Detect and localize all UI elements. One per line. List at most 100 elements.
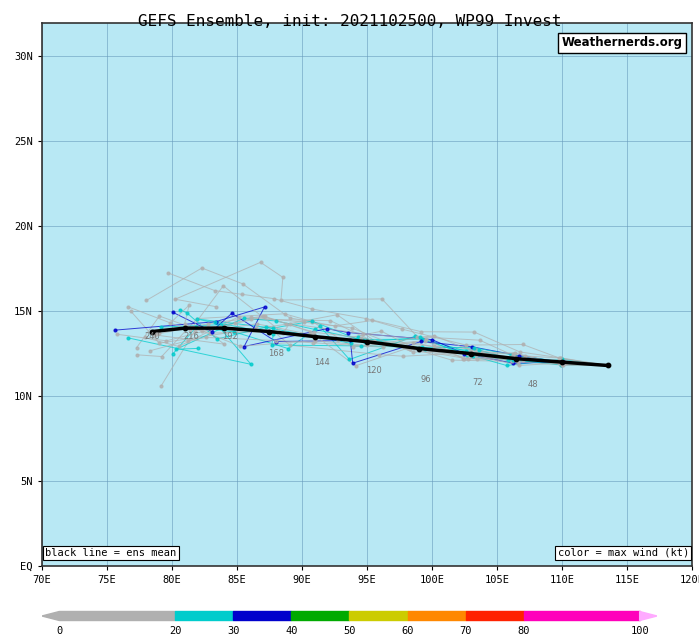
Point — [196, 263, 208, 273]
Point — [468, 327, 480, 337]
Bar — [59, 611, 175, 620]
Point — [251, 323, 262, 334]
Point — [212, 334, 223, 344]
Text: 192: 192 — [222, 332, 238, 341]
Point — [419, 344, 431, 354]
Point — [367, 315, 378, 325]
Point — [377, 342, 388, 352]
Point — [417, 342, 428, 352]
Point — [309, 336, 320, 346]
Point — [511, 354, 522, 364]
Text: 96: 96 — [420, 375, 431, 384]
Point — [156, 322, 167, 332]
Point — [602, 360, 613, 370]
Point — [215, 322, 226, 332]
Point — [123, 333, 134, 343]
Point — [602, 360, 613, 370]
Point — [428, 331, 440, 341]
Point — [237, 278, 248, 289]
Point — [421, 334, 432, 345]
Bar — [233, 611, 291, 620]
Point — [376, 326, 387, 336]
Point — [602, 360, 613, 370]
Point — [602, 360, 613, 370]
Point — [510, 353, 521, 363]
Point — [268, 329, 279, 339]
Point — [408, 343, 419, 353]
Point — [602, 360, 613, 370]
Point — [602, 360, 613, 370]
Point — [416, 327, 427, 337]
Point — [361, 340, 373, 350]
Point — [555, 360, 566, 370]
Bar — [291, 611, 350, 620]
Point — [209, 285, 220, 296]
Point — [507, 355, 519, 365]
Point — [507, 349, 519, 359]
Point — [125, 306, 136, 316]
Point — [602, 360, 613, 370]
Point — [210, 316, 221, 327]
Point — [512, 354, 524, 364]
Point — [233, 312, 245, 322]
Point — [268, 327, 280, 337]
Point — [602, 360, 613, 370]
Point — [131, 350, 143, 360]
Point — [282, 343, 294, 354]
Point — [236, 289, 247, 300]
Point — [602, 360, 613, 370]
Point — [257, 311, 268, 322]
Point — [474, 347, 485, 357]
Point — [553, 358, 564, 368]
Point — [555, 359, 566, 370]
Text: GEFS Ensemble, init: 2021102500, WP99 Invest: GEFS Ensemble, init: 2021102500, WP99 In… — [138, 14, 561, 29]
Point — [602, 360, 613, 370]
Point — [556, 357, 568, 367]
Point — [428, 341, 439, 352]
Point — [507, 350, 519, 361]
Point — [210, 302, 222, 312]
Point — [554, 353, 565, 363]
Point — [271, 316, 282, 326]
Point — [466, 349, 477, 359]
Point — [556, 358, 568, 368]
Text: 48: 48 — [528, 379, 539, 388]
Point — [131, 343, 143, 353]
Point — [469, 344, 480, 354]
Point — [352, 332, 363, 343]
Point — [305, 327, 316, 337]
Point — [192, 313, 203, 323]
Point — [325, 316, 336, 326]
Point — [408, 338, 419, 348]
Point — [602, 360, 613, 370]
Point — [602, 360, 613, 370]
Point — [145, 346, 156, 356]
Point — [470, 350, 482, 361]
Point — [463, 354, 474, 364]
Text: 100: 100 — [630, 626, 649, 636]
Point — [554, 355, 565, 365]
Point — [331, 309, 343, 320]
Text: 80: 80 — [517, 626, 530, 636]
Point — [150, 330, 161, 340]
Point — [162, 267, 173, 278]
Point — [506, 350, 517, 360]
Point — [461, 350, 473, 360]
Text: 240: 240 — [145, 332, 160, 341]
Point — [463, 349, 474, 359]
Point — [514, 347, 526, 357]
Point — [206, 327, 217, 337]
Point — [268, 294, 280, 304]
Point — [602, 360, 613, 370]
Point — [174, 305, 185, 315]
Point — [416, 336, 427, 347]
Text: 168: 168 — [268, 349, 284, 358]
Point — [333, 335, 344, 345]
Point — [507, 356, 518, 367]
Text: 40: 40 — [285, 626, 298, 636]
Text: Weathernerds.org: Weathernerds.org — [561, 36, 682, 49]
Polygon shape — [42, 611, 59, 620]
Point — [189, 325, 201, 336]
Point — [419, 336, 431, 346]
Point — [517, 355, 528, 365]
